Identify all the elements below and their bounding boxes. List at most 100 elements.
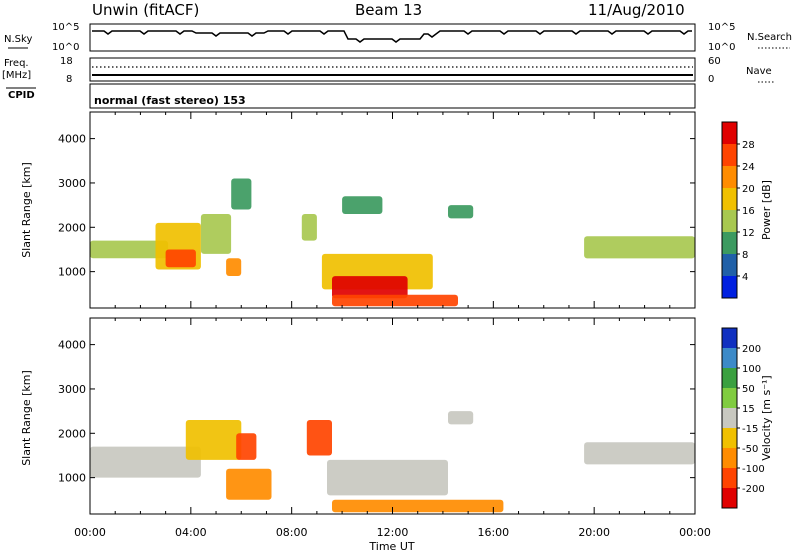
power-colorbar: 28 24 20 16 12 8 4	[721, 121, 755, 299]
nsky-label: N.Sky	[4, 34, 32, 45]
cpid-panel: CPID normal (fast stereo) 153	[6, 83, 696, 109]
velocity-colorbar-tick-label: 50	[742, 384, 755, 395]
nsky-trace	[92, 30, 692, 43]
velocity-colorbar-frame	[721, 327, 738, 509]
x-tick-label: 08:00	[276, 526, 308, 539]
power-colorbar-tick-label: 28	[742, 140, 755, 151]
velocity-ytick-label: 4000	[58, 339, 86, 352]
velocity-region-6	[332, 499, 504, 513]
freq-tick-top: 18	[60, 56, 73, 67]
x-axis-tick-labels: 00:00 04:00 08:00 12:00 16:00 20:00 00:00	[74, 526, 711, 539]
power-region-9	[332, 294, 458, 307]
velocity-ytick-label: 1000	[58, 472, 86, 485]
power-colorbar-segment	[722, 122, 737, 145]
power-panel: 1000 2000 3000 4000 Slant Range [km] 28 24 20…	[20, 111, 773, 309]
x-tick-label: 04:00	[175, 526, 207, 539]
power-ytick-label: 2000	[58, 221, 86, 234]
station-title: Unwin (fitACF)	[92, 1, 199, 19]
beam-title: Beam 13	[355, 1, 422, 19]
x-tick-label: 00:00	[679, 526, 711, 539]
power-ytick-label: 4000	[58, 133, 86, 146]
cpid-value: normal (fast stereo) 153	[94, 94, 246, 107]
velocity-y-ticks: 1000 2000 3000 4000	[58, 339, 695, 485]
nsearch-tick-bottom: 10^0	[708, 42, 735, 53]
power-region-2	[165, 249, 196, 268]
velocity-colorbar-segment	[722, 468, 737, 489]
cpid-label: CPID	[8, 90, 35, 101]
velocity-ylabel: Slant Range [km]	[20, 370, 33, 466]
freq-label-line1: Freq.	[4, 58, 29, 69]
power-region-10	[342, 196, 383, 214]
velocity-colorbar-tick-label: -50	[742, 444, 758, 455]
power-y-ticks: 1000 2000 3000 4000	[58, 133, 695, 279]
velocity-region-7	[448, 411, 474, 425]
power-ytick-label: 3000	[58, 177, 86, 190]
power-x-ticks	[89, 112, 696, 308]
velocity-colorbar-segment	[722, 388, 737, 409]
velocity-ytick-label: 3000	[58, 383, 86, 396]
power-ytick-label: 1000	[58, 266, 86, 279]
velocity-ytick-label: 2000	[58, 427, 86, 440]
nave-tick-top: 60	[708, 56, 721, 67]
power-colorbar-segment	[722, 232, 737, 255]
nsky-tick-bottom: 10^0	[52, 42, 79, 53]
power-region-3	[200, 214, 232, 254]
velocity-region-8	[584, 442, 695, 465]
power-colorbar-tick-label: 4	[742, 272, 748, 283]
power-colorbar-segment	[722, 254, 737, 277]
power-colorbar-segment	[722, 144, 737, 167]
x-tick-label: 16:00	[477, 526, 509, 539]
power-region-12	[584, 236, 695, 259]
x-tick-label: 20:00	[578, 526, 610, 539]
velocity-x-ticks	[89, 318, 696, 514]
x-axis-label: Time UT	[368, 540, 414, 553]
velocity-region-0	[90, 446, 201, 478]
power-region-4	[226, 258, 242, 276]
velocity-colorbar-tick-label: -15	[742, 424, 758, 435]
velocity-panel: 1000 2000 3000 4000 Slant Range [km] 200 100…	[20, 317, 773, 515]
cpid-frame	[89, 83, 696, 109]
velocity-data	[90, 411, 695, 513]
power-data	[90, 178, 695, 307]
freq-tick-bottom: 8	[66, 74, 72, 85]
velocity-colorbar-tick-label: -100	[742, 464, 765, 475]
power-colorbar-segment	[722, 210, 737, 233]
nsearch-label: N.Search	[747, 32, 792, 43]
nsky-tick-top: 10^5	[52, 22, 79, 33]
velocity-colorbar: 200 100 50 15 -15 -50 -100 -200	[721, 327, 765, 509]
x-tick-label: 00:00	[74, 526, 106, 539]
power-colorbar-label: Power [dB]	[760, 180, 773, 240]
power-region-11	[448, 205, 474, 219]
nsearch-tick-top: 10^5	[708, 22, 735, 33]
velocity-colorbar-segment	[722, 408, 737, 429]
power-region-5	[231, 178, 252, 210]
velocity-region-1	[185, 420, 242, 460]
power-region-6	[301, 214, 317, 241]
x-tick-label: 12:00	[377, 526, 409, 539]
power-colorbar-segment	[722, 188, 737, 211]
velocity-colorbar-tick-label: 100	[742, 364, 761, 375]
velocity-colorbar-tick-label: 200	[742, 344, 761, 355]
velocity-colorbar-tick-label: -200	[742, 484, 765, 495]
nsky-panel: N.Sky 10^5 10^0 10^5 10^0 N.Search	[4, 22, 792, 53]
velocity-colorbar-segment	[722, 328, 737, 349]
power-region-8	[332, 276, 408, 299]
velocity-colorbar-segment	[722, 488, 737, 509]
date-title: 11/Aug/2010	[588, 1, 685, 19]
velocity-colorbar-segment	[722, 448, 737, 469]
freq-frame	[89, 57, 696, 82]
velocity-region-5	[327, 459, 448, 496]
velocity-colorbar-label: Velocity [m s⁻¹]	[760, 375, 773, 460]
power-colorbar-tick-label: 16	[742, 206, 755, 217]
power-colorbar-tick-label: 8	[742, 250, 748, 261]
velocity-colorbar-tick-label: 15	[742, 404, 755, 415]
velocity-region-4	[306, 420, 332, 456]
freq-panel: Freq. [MHz] 18 8 60 0 Nave	[2, 56, 774, 85]
velocity-colorbar-segment	[722, 368, 737, 389]
power-ylabel: Slant Range [km]	[20, 162, 33, 258]
nave-tick-bottom: 0	[708, 74, 714, 85]
velocity-region-3	[236, 433, 257, 460]
power-colorbar-segment	[722, 166, 737, 189]
nsky-frame	[89, 23, 696, 52]
power-colorbar-tick-label: 20	[742, 184, 755, 195]
